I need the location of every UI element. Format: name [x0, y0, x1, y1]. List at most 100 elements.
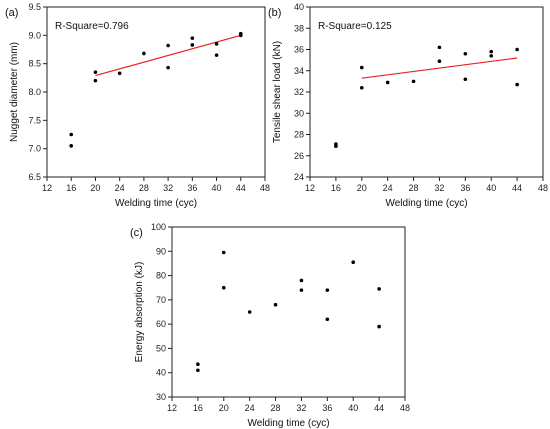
- x-tick-label: 36: [322, 403, 332, 413]
- x-tick-label: 24: [115, 183, 125, 193]
- fit-line: [361, 57, 518, 79]
- x-tick-label: 40: [348, 403, 358, 413]
- y-tick-label: 38: [294, 23, 304, 33]
- data-point: [463, 77, 468, 82]
- data-point: [196, 362, 200, 367]
- r-square-annotation: R-Square=0.125: [318, 21, 392, 32]
- x-tick-label: 48: [260, 183, 270, 193]
- x-tick-label: 12: [305, 183, 315, 193]
- x-tick-label: 28: [271, 403, 281, 413]
- data-point: [385, 80, 390, 85]
- data-point: [377, 287, 381, 291]
- x-tick-label: 32: [163, 183, 173, 193]
- x-tick-label: 24: [245, 403, 255, 413]
- x-tick-label: 12: [167, 403, 177, 413]
- data-point: [515, 47, 519, 52]
- x-tick-label: 36: [187, 183, 197, 193]
- y-tick-label: 7.0: [28, 144, 41, 154]
- data-point: [515, 82, 519, 87]
- x-tick-label: 16: [66, 183, 76, 193]
- y-tick-label: 40: [294, 2, 304, 12]
- chart-panel-1: 12 16 20 24 28 32 36 40 44 48 24 26 28 30 32 34 36 38 40 We…: [268, 2, 548, 209]
- x-tick-label: 44: [374, 403, 384, 413]
- y-tick-label: 80: [156, 271, 166, 281]
- plot-frame: [171, 226, 406, 398]
- chart-panel-0: 12 16 20 24 28 32 36 40 44 48 6.5 7.0 7.5 8.0 8.5 9.0 9.…: [5, 2, 270, 209]
- data-point: [93, 78, 98, 83]
- x-tick-label: 36: [460, 183, 470, 193]
- y-tick-label: 9.5: [28, 2, 41, 12]
- data-point: [437, 45, 442, 50]
- x-tick-label: 40: [486, 183, 496, 193]
- x-axis-title: Welding time (cyc): [115, 198, 197, 209]
- data-point: [221, 285, 226, 290]
- data-point: [299, 278, 304, 283]
- x-tick-label: 32: [296, 403, 306, 413]
- y-tick-label: 7.5: [28, 115, 41, 125]
- data-point: [437, 59, 442, 63]
- x-tick-label: 16: [331, 183, 341, 193]
- data-point: [273, 302, 278, 307]
- x-tick-label: 16: [193, 403, 203, 413]
- y-tick-label: 9.0: [28, 30, 41, 40]
- y-axis-title: Energy absorption (kJ): [134, 262, 145, 363]
- data-point: [334, 144, 338, 148]
- data-point: [377, 324, 381, 329]
- data-point: [166, 65, 170, 70]
- data-point: [359, 65, 364, 70]
- data-point: [299, 288, 304, 292]
- y-tick-label: 34: [294, 66, 304, 76]
- x-axis-title: Welding time (cyc): [247, 418, 329, 429]
- data-point: [214, 53, 219, 57]
- y-tick-label: 24: [294, 172, 304, 182]
- data-point: [142, 51, 146, 56]
- x-tick-label: 48: [400, 403, 410, 413]
- data-point: [214, 42, 219, 46]
- data-point: [247, 310, 252, 314]
- x-tick-label: 28: [139, 183, 149, 193]
- data-point: [489, 54, 494, 58]
- y-tick-label: 30: [156, 392, 166, 402]
- x-axis-title: Welding time (cyc): [385, 198, 467, 209]
- data-point: [69, 132, 74, 137]
- y-tick-label: 90: [156, 246, 166, 256]
- data-point: [325, 317, 330, 322]
- y-tick-label: 40: [156, 368, 166, 378]
- data-point: [93, 70, 98, 74]
- y-tick-label: 6.5: [28, 172, 41, 182]
- x-tick-label: 12: [42, 183, 52, 193]
- panel-label: (b): [268, 7, 281, 19]
- data-point: [190, 43, 195, 47]
- y-tick-label: 30: [294, 108, 304, 118]
- data-point: [351, 260, 356, 265]
- y-tick-label: 70: [156, 295, 166, 305]
- data-point: [69, 144, 74, 148]
- data-point: [463, 51, 468, 56]
- x-tick-label: 40: [212, 183, 222, 193]
- data-point: [359, 85, 364, 90]
- data-point: [166, 43, 170, 48]
- fit-line: [95, 34, 241, 77]
- y-tick-label: 8.5: [28, 59, 41, 69]
- y-tick-label: 26: [294, 151, 304, 161]
- plot-frame: [309, 6, 544, 178]
- x-tick-label: 44: [512, 183, 522, 193]
- y-tick-label: 28: [294, 130, 304, 140]
- plot-frame: [46, 6, 266, 178]
- x-tick-label: 48: [538, 183, 548, 193]
- data-point: [238, 33, 243, 38]
- data-point: [489, 49, 494, 54]
- y-axis-title: Nugget diameter (mm): [9, 42, 20, 142]
- data-point: [411, 79, 416, 84]
- x-tick-label: 20: [219, 403, 229, 413]
- panel-label: (a): [5, 7, 18, 19]
- x-tick-label: 28: [409, 183, 419, 193]
- data-point: [190, 36, 195, 40]
- y-tick-label: 60: [156, 319, 166, 329]
- data-point: [117, 71, 122, 76]
- x-tick-label: 20: [357, 183, 367, 193]
- chart-panel-2: 12 16 20 24 28 32 36 40 44 48 30 40 50 60 70 80 90 100 Wel…: [130, 222, 410, 429]
- y-tick-label: 36: [294, 45, 304, 55]
- x-tick-label: 44: [236, 183, 246, 193]
